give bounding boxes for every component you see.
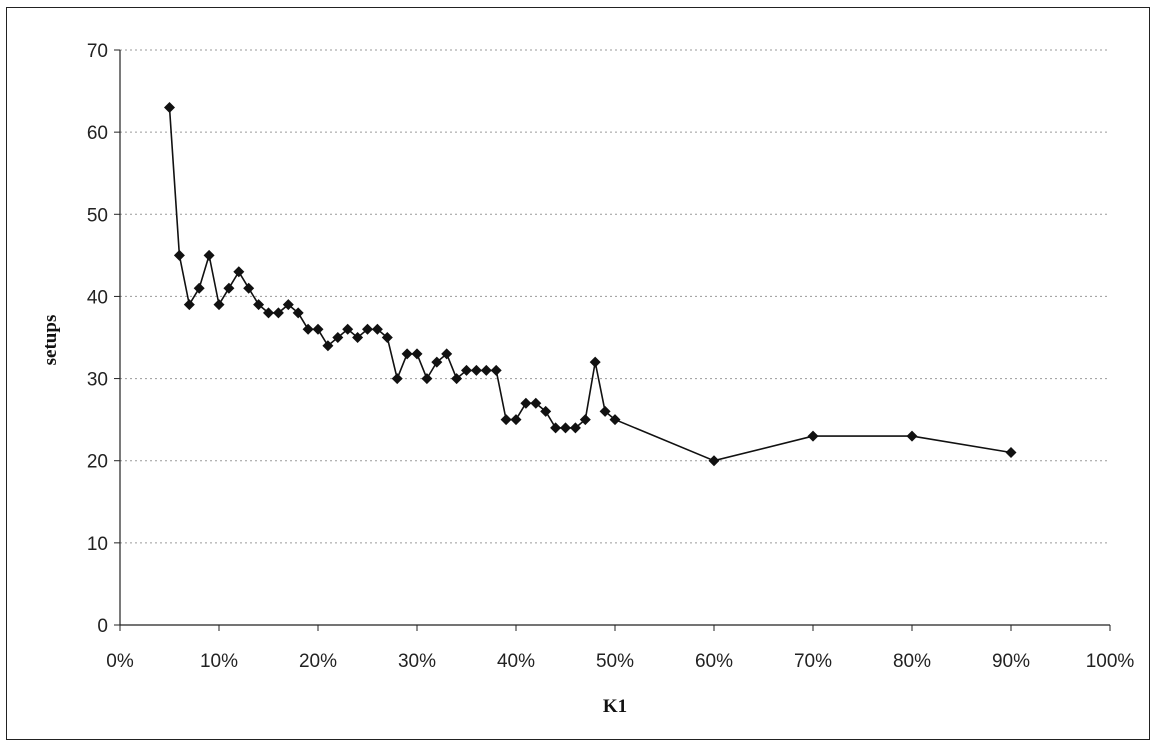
x-tick-label: 100%: [1086, 651, 1135, 672]
data-point-marker: [402, 348, 413, 359]
x-tick-label: 60%: [695, 651, 733, 672]
series-polyline: [170, 108, 1012, 461]
y-tick-label: 10: [87, 534, 108, 555]
y-tick-label: 40: [87, 287, 108, 308]
data-point-marker: [511, 414, 522, 425]
data-point-marker: [392, 373, 403, 384]
data-point-marker: [590, 357, 601, 368]
data-point-marker: [184, 299, 195, 310]
data-point-marker: [174, 250, 185, 261]
y-tick-label: 50: [87, 205, 108, 226]
data-point-marker: [412, 348, 423, 359]
y-tick-label: 20: [87, 452, 108, 473]
x-tick-label: 40%: [497, 651, 535, 672]
data-point-marker: [233, 266, 244, 277]
x-tick-label: 0%: [106, 651, 134, 672]
y-tick-label: 70: [87, 41, 108, 62]
y-axis-title: setups: [40, 315, 61, 366]
data-point-marker: [223, 283, 234, 294]
data-point-marker: [243, 283, 254, 294]
series-line: [170, 108, 1012, 461]
x-tick-label: 80%: [893, 651, 931, 672]
data-point-marker: [560, 422, 571, 433]
data-point-marker: [313, 324, 324, 335]
data-point-marker: [907, 431, 918, 442]
gridlines: [120, 50, 1110, 543]
data-point-marker: [204, 250, 215, 261]
data-point-marker: [709, 455, 720, 466]
data-point-marker: [808, 431, 819, 442]
data-point-marker: [491, 365, 502, 376]
x-tick-label: 10%: [200, 651, 238, 672]
data-point-marker: [501, 414, 512, 425]
data-point-marker: [520, 398, 531, 409]
x-tick-label: 90%: [992, 651, 1030, 672]
x-tick-label: 50%: [596, 651, 634, 672]
data-point-marker: [214, 299, 225, 310]
data-point-marker: [481, 365, 492, 376]
y-tick-label: 0: [97, 616, 108, 637]
data-point-marker: [550, 422, 561, 433]
data-point-marker: [471, 365, 482, 376]
tick-labels: 0 10 20 30 40 50 60 70 0% 10% 20% 30% 40% 50% 60% 70% 80…: [87, 41, 1135, 672]
series-markers: [164, 102, 1017, 466]
data-point-marker: [421, 373, 432, 384]
y-tick-label: 60: [87, 123, 108, 144]
data-point-marker: [194, 283, 205, 294]
x-tick-label: 30%: [398, 651, 436, 672]
y-tick-label: 30: [87, 370, 108, 391]
x-axis-title: K1: [603, 696, 627, 717]
data-point-marker: [1006, 447, 1017, 458]
x-tick-label: 70%: [794, 651, 832, 672]
data-point-marker: [303, 324, 314, 335]
axes: [114, 50, 1110, 631]
x-tick-label: 20%: [299, 651, 337, 672]
data-point-marker: [164, 102, 175, 113]
